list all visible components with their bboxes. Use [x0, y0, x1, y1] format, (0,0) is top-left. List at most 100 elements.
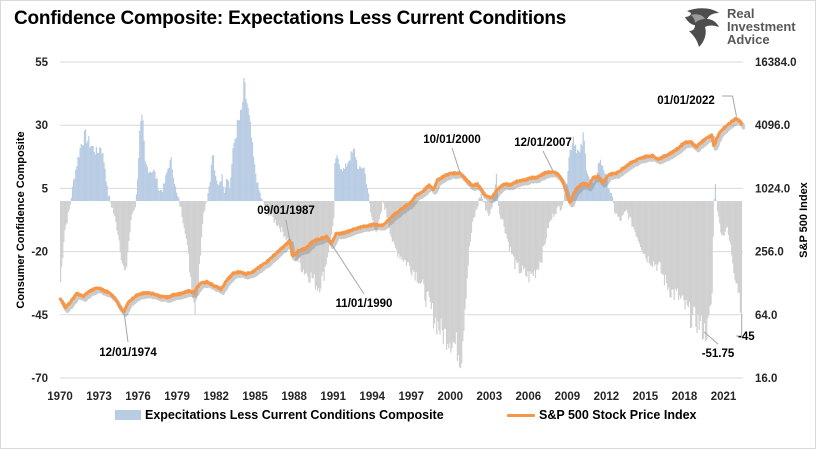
bar — [313, 201, 315, 274]
bar — [125, 201, 127, 270]
bar — [421, 201, 423, 283]
bar — [632, 201, 634, 227]
y-axis-title: Consumer Confidence Composite — [15, 131, 27, 308]
bar — [109, 201, 112, 203]
bar — [739, 201, 741, 313]
bar — [706, 201, 708, 341]
bar — [714, 184, 717, 202]
bar — [457, 201, 460, 356]
bar — [299, 201, 301, 264]
bar — [63, 201, 65, 242]
bar — [488, 201, 490, 217]
bar — [590, 179, 592, 202]
x-tick-label: 2012 — [594, 391, 620, 403]
bar — [305, 201, 307, 274]
bar — [195, 201, 197, 301]
bar — [401, 201, 403, 260]
bar — [473, 201, 475, 218]
bar — [273, 201, 275, 223]
bar — [136, 179, 139, 202]
bar — [228, 181, 230, 202]
bar — [338, 164, 340, 202]
bar — [381, 201, 384, 203]
bar — [737, 201, 739, 293]
bar — [239, 109, 242, 202]
bar — [151, 172, 153, 202]
bar — [680, 201, 682, 299]
y-axis-ticks: 55 30 5 -20 -45 -70 — [31, 57, 48, 385]
bar — [173, 183, 176, 202]
bar — [392, 201, 395, 241]
bar — [197, 201, 199, 288]
y-tick-label: -20 — [31, 247, 48, 259]
bar — [232, 148, 234, 202]
bar — [692, 201, 694, 315]
bar — [200, 201, 203, 238]
bar — [331, 201, 333, 235]
bar — [520, 201, 522, 273]
bar — [135, 194, 138, 202]
bar — [132, 201, 134, 212]
bar — [427, 201, 429, 292]
bar — [309, 201, 311, 283]
bar — [180, 201, 182, 207]
bar — [650, 201, 653, 266]
bar — [268, 201, 270, 216]
bar — [697, 201, 699, 315]
bar — [361, 168, 363, 202]
bar — [167, 168, 169, 202]
bar — [264, 201, 267, 208]
bar — [78, 157, 80, 202]
bar — [593, 182, 595, 202]
bar — [261, 199, 263, 202]
bar — [736, 201, 738, 284]
bar — [241, 109, 243, 202]
bar — [567, 171, 569, 202]
bar — [643, 201, 645, 255]
bar — [724, 201, 726, 232]
bar — [497, 201, 500, 207]
bar — [705, 201, 707, 342]
bar — [594, 177, 596, 202]
bar — [735, 201, 737, 284]
bar — [687, 201, 689, 308]
x-tick-label: 2006 — [516, 391, 542, 403]
bar — [501, 201, 503, 219]
bar — [196, 201, 198, 296]
bar — [362, 167, 364, 202]
annotation-label: -51.75 — [702, 348, 735, 360]
bar — [507, 201, 509, 242]
bar — [463, 201, 465, 331]
bar — [696, 201, 698, 334]
bar — [198, 201, 201, 265]
bar — [75, 169, 77, 202]
bar — [187, 201, 190, 254]
bar — [694, 201, 696, 308]
bar — [555, 201, 557, 215]
bar — [133, 201, 135, 210]
bar — [441, 201, 443, 331]
bar — [226, 179, 229, 202]
bar — [513, 201, 515, 257]
bar — [290, 201, 293, 246]
bar — [255, 173, 257, 202]
bar — [89, 147, 91, 202]
bar — [62, 201, 64, 259]
logo-line-2: Investment — [727, 19, 796, 34]
bar — [283, 201, 285, 238]
bar — [147, 173, 150, 202]
bar — [526, 201, 528, 278]
bar — [270, 201, 272, 216]
bar — [140, 121, 142, 202]
bar — [106, 185, 108, 202]
bar — [411, 201, 413, 276]
chart-plot: 12/01/1974 09/01/1987 11/01/1990 10/01/2000… — [15, 57, 810, 403]
bar — [244, 82, 246, 202]
bar — [416, 201, 418, 283]
bar — [324, 201, 326, 267]
bar — [183, 201, 185, 229]
bar — [146, 166, 148, 202]
bar — [319, 201, 321, 293]
bar — [685, 201, 687, 301]
bar — [674, 201, 676, 289]
